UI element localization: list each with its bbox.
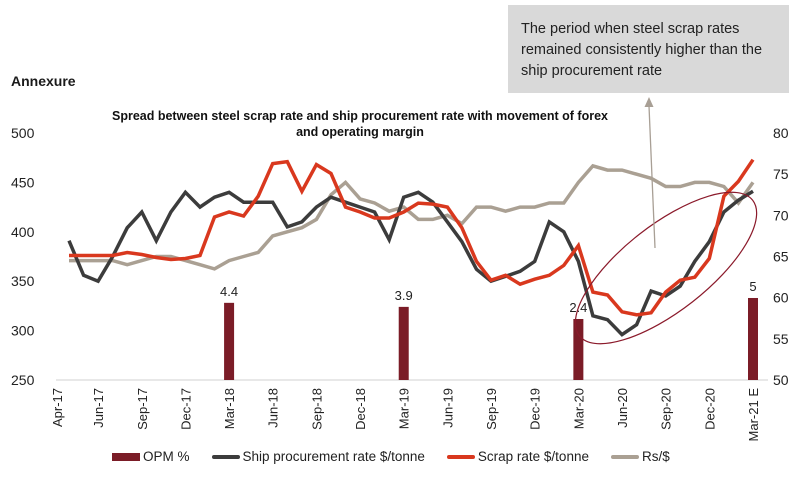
ship-procurement-line [67, 189, 754, 337]
y-tick-right: 70 [773, 207, 789, 223]
legend-line-swatch [446, 454, 475, 459]
legend: OPM % Ship procurement rate $/tonne Scrap … [112, 449, 692, 464]
x-tick-label: Apr-17 [50, 388, 65, 427]
x-tick-label: Sep-20 [659, 388, 674, 430]
y-tick-right: 50 [773, 372, 789, 388]
annexure-heading: Annexure [11, 73, 76, 89]
x-tick-label: Sep-18 [309, 388, 324, 430]
legend-item: Ship procurement rate $/tonne [211, 449, 425, 464]
chart-title: Spread between steel scrap rate and ship… [112, 109, 608, 139]
y-tick-right: 75 [773, 166, 789, 182]
y-tick-left: 450 [11, 174, 35, 190]
x-tick-label: Dec-18 [353, 388, 368, 430]
legend-item: OPM % [112, 449, 190, 464]
legend-bar-swatch [112, 452, 140, 461]
series-lines [67, 158, 755, 337]
y-tick-right: 55 [773, 331, 789, 347]
highlight-ellipse [574, 191, 758, 345]
opm-data-label: 5 [749, 279, 756, 294]
opm-data-label: 3.9 [395, 288, 413, 303]
opm-bar [398, 306, 409, 380]
x-tick-label: Jun-18 [266, 388, 281, 428]
legend-item: Rs/$ [610, 449, 670, 464]
y-tick-right: 60 [773, 290, 789, 306]
legend-label: OPM % [143, 449, 190, 464]
legend-label: Scrap rate $/tonne [477, 449, 589, 464]
y-tick-left: 250 [11, 372, 35, 388]
x-tick-label: Jun-20 [615, 388, 630, 428]
y-tick-left: 350 [11, 273, 35, 289]
legend-label: Ship procurement rate $/tonne [242, 449, 425, 464]
opm-bar [224, 302, 235, 380]
x-tick-label: Jun-19 [440, 388, 455, 428]
callout-box: The period when steel scrap rates remain… [508, 5, 789, 93]
scrap-rate-line [69, 158, 755, 317]
x-tick-label: Mar-21 E [746, 388, 761, 442]
x-tick-label: Sep-17 [135, 388, 150, 430]
legend-item: Scrap rate $/tonne [446, 449, 589, 464]
x-tick-label: Mar-20 [571, 388, 586, 429]
x-tick-label: Sep-19 [484, 388, 499, 430]
x-tick-label: Mar-18 [222, 388, 237, 429]
x-axis: Apr-17 Jun-17 Sep-17 Dec-17 Mar-18 Jun-18 Sep-… [50, 388, 761, 442]
y-axis-right: 80 75 70 65 60 55 50 [773, 125, 789, 388]
y-tick-right: 80 [773, 125, 789, 141]
y-tick-left: 300 [11, 323, 35, 339]
callout-text: The period when steel scrap rates remain… [521, 21, 763, 79]
x-tick-label: Mar-19 [397, 388, 412, 429]
x-tick-label: Dec-17 [178, 388, 193, 430]
x-tick-label: Dec-19 [528, 388, 543, 430]
y-axis-left: 500 450 400 350 300 250 [11, 125, 35, 388]
y-tick-right: 65 [773, 249, 789, 265]
legend-line-swatch [211, 454, 240, 459]
callout-arrow [648, 105, 656, 249]
arrow-head-icon [644, 97, 654, 107]
x-tick-label: Jun-17 [91, 388, 106, 428]
y-tick-left: 500 [11, 125, 35, 141]
x-tick-label: Dec-20 [702, 388, 717, 430]
legend-line-swatch [610, 454, 639, 459]
rs-per-dollar-line [69, 163, 755, 271]
opm-data-label: 4.4 [220, 284, 238, 299]
opm-bar [748, 297, 758, 380]
legend-label: Rs/$ [641, 449, 670, 464]
annotations [574, 97, 758, 345]
opm-bars: 4.4 3.92.45 [220, 279, 758, 380]
opm-bar [573, 318, 584, 380]
y-tick-left: 400 [11, 224, 35, 240]
